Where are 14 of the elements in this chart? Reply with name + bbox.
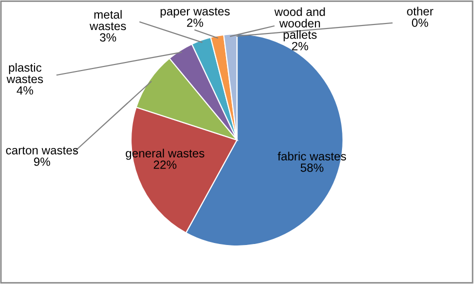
data-label: 9% [34, 158, 50, 166]
category-label: other [407, 6, 434, 16]
slice-label: plastic wastes [6, 63, 43, 84]
slice-label: paper wastes [160, 8, 230, 18]
data-label: 22% [154, 160, 176, 169]
data-label: 58% [300, 164, 324, 172]
slice-label: wood and wooden pallets [274, 7, 325, 42]
slice-label: metal wastes [90, 10, 126, 30]
data-label: 3% [100, 33, 116, 42]
text: 0% [412, 18, 428, 27]
data-label: 4% [16, 86, 34, 95]
slice-label: carton wastes [6, 146, 78, 154]
data-label: 2% [292, 42, 308, 50]
data-label: 2% [187, 18, 204, 27]
